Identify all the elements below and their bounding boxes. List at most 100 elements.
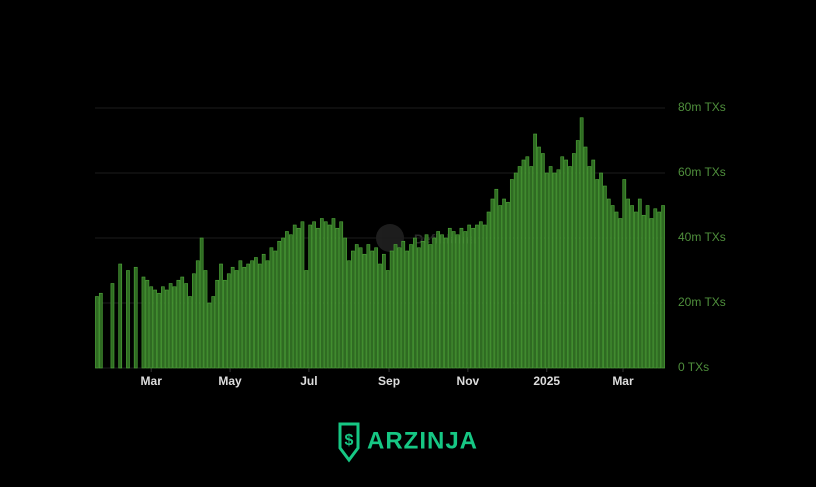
bar: [378, 263, 382, 369]
bar: [393, 244, 398, 369]
bar: [494, 188, 499, 369]
bar: [583, 146, 588, 369]
bar: [343, 237, 347, 369]
bar: [382, 253, 386, 369]
bar: [575, 140, 580, 369]
bar: [339, 221, 344, 369]
bar: [634, 211, 638, 369]
bar: [436, 231, 441, 369]
bar: [606, 198, 611, 369]
bar: [490, 198, 495, 369]
bar: [347, 260, 351, 369]
bar: [533, 133, 537, 369]
bar: [195, 260, 200, 369]
bar: [362, 253, 367, 369]
bar: [269, 247, 274, 369]
bar: [203, 270, 208, 369]
bar: [354, 244, 359, 369]
bar: [296, 227, 301, 369]
brand-name: ARZINJA: [367, 427, 478, 454]
bar: [413, 237, 417, 369]
x-tick-label: May: [218, 374, 242, 388]
bar: [405, 250, 409, 369]
bar: [226, 273, 231, 369]
bar: [327, 224, 332, 369]
bar: [133, 266, 138, 369]
bar: [126, 270, 130, 369]
bar: [257, 263, 262, 369]
bar: [661, 205, 665, 369]
bar: [637, 198, 642, 369]
bar: [455, 234, 460, 369]
bar: [591, 159, 596, 369]
x-tick-label: Nov: [457, 374, 480, 388]
bar: [428, 244, 433, 369]
bar: [556, 169, 561, 369]
bar: [331, 218, 336, 369]
bar: [587, 166, 592, 369]
bar: [622, 179, 627, 369]
bar: [653, 208, 658, 369]
bar: [316, 227, 320, 369]
bar: [509, 179, 514, 369]
bar: [265, 260, 270, 369]
bar: [641, 214, 646, 369]
bar: [444, 237, 448, 369]
bar: [157, 292, 161, 369]
bar: [459, 227, 464, 369]
bar: [304, 270, 309, 369]
brand-icon-glyph: $: [345, 432, 354, 449]
bar: [335, 227, 340, 369]
bar: [149, 286, 154, 369]
bar: [172, 286, 177, 369]
bar: [164, 289, 169, 369]
bar: [230, 266, 235, 369]
bar: [192, 273, 196, 369]
bar: [409, 244, 413, 369]
bar: [599, 172, 603, 369]
bar: [397, 247, 402, 369]
bar: [161, 286, 165, 369]
bar: [498, 205, 503, 369]
bar: [184, 283, 188, 369]
bar: [603, 185, 607, 369]
bar: [513, 172, 518, 369]
bar: [626, 198, 631, 369]
bar: [649, 218, 654, 369]
x-tick-label: Mar: [141, 374, 163, 388]
bar: [292, 224, 297, 369]
bar: [420, 240, 425, 369]
bar: [475, 224, 479, 369]
bar: [366, 244, 371, 369]
bar: [277, 240, 282, 369]
bar: [285, 231, 289, 369]
bar: [223, 279, 227, 369]
bar: [467, 224, 472, 369]
bar: [180, 276, 185, 369]
bar: [141, 276, 146, 369]
bar: [560, 156, 565, 369]
bar: [234, 270, 239, 369]
bar: [370, 250, 375, 369]
x-tick-label: Mar: [612, 374, 634, 388]
bar: [471, 227, 475, 369]
bar: [95, 296, 99, 369]
bar: [416, 247, 421, 369]
bar: [374, 247, 378, 369]
bar: [308, 224, 313, 369]
bar: [618, 218, 623, 369]
bar: [254, 257, 258, 369]
bar: [568, 166, 572, 369]
bar: [506, 201, 510, 369]
bar: [145, 279, 150, 369]
bar: [300, 221, 305, 369]
bar: [281, 237, 285, 369]
x-tick-label: 2025: [533, 374, 560, 388]
y-tick-label: 40m TXs: [678, 230, 726, 244]
bar: [614, 211, 619, 369]
bar: [610, 205, 615, 369]
bar: [385, 270, 390, 369]
bar: [657, 211, 662, 369]
bar: [447, 227, 452, 369]
